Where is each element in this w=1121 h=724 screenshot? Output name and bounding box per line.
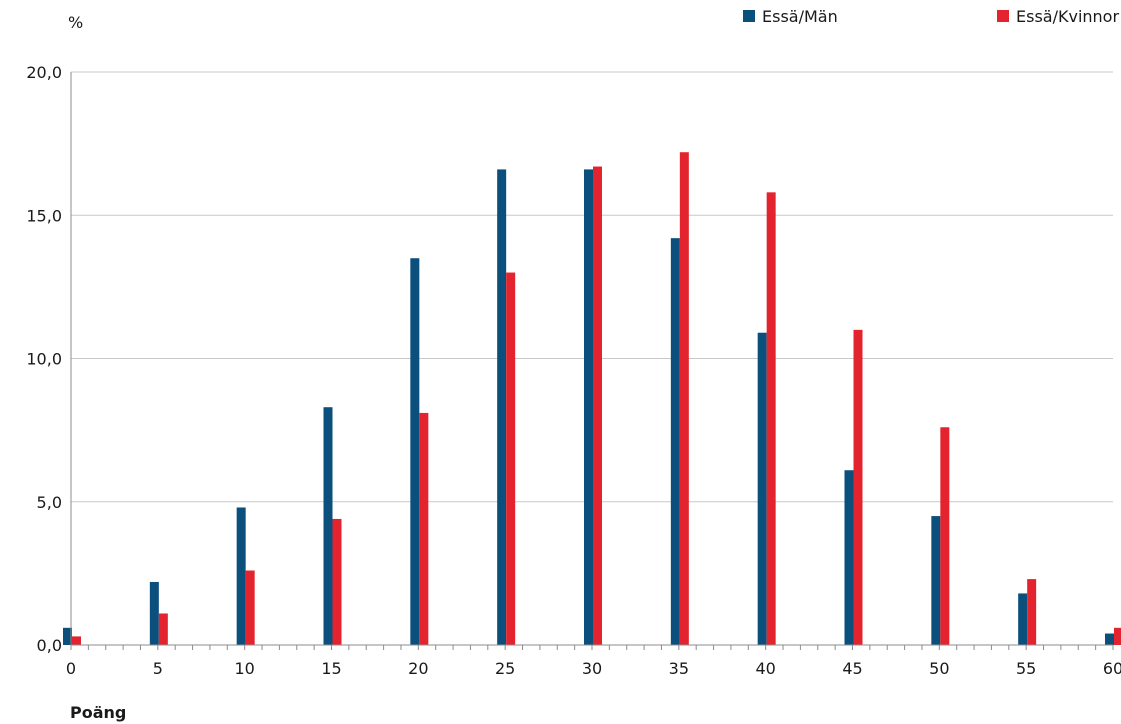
y-tick-label: 5,0 xyxy=(37,493,62,512)
x-tick-label: 55 xyxy=(1016,659,1036,678)
bar-women-0 xyxy=(72,636,81,645)
bar-women-30 xyxy=(593,166,602,646)
x-tick-label: 20 xyxy=(408,659,428,678)
bar-women-45 xyxy=(853,329,863,645)
y-tick-label: 20,0 xyxy=(26,63,62,82)
x-tick-label: 5 xyxy=(153,659,163,678)
bar-women-50 xyxy=(940,427,950,645)
bar-men-15 xyxy=(323,407,333,645)
bar-men-50 xyxy=(931,516,941,645)
y-tick-label: 0,0 xyxy=(37,636,62,655)
x-tick-label: 30 xyxy=(582,659,602,678)
x-tick-label: 50 xyxy=(929,659,949,678)
bar-women-55 xyxy=(1027,579,1037,645)
legend-swatch-women xyxy=(997,10,1009,22)
bar-men-25 xyxy=(497,169,507,645)
bar-men-60 xyxy=(1105,633,1114,645)
x-axis: 0 5 10 15 20 25 30 35 40 45 50 55 60 xyxy=(66,644,1121,678)
legend: Essä/Män Essä/Kvinnor xyxy=(743,7,1119,26)
legend-swatch-men xyxy=(743,10,755,22)
y-tick-label: 15,0 xyxy=(26,206,62,225)
y-axis: 0,0 5,0 10,0 15,0 20,0 xyxy=(26,63,72,655)
legend-label-women: Essä/Kvinnor xyxy=(1016,7,1119,26)
bar-women-40 xyxy=(766,192,776,645)
bar-men-55 xyxy=(1018,593,1028,645)
x-tick-label: 35 xyxy=(669,659,689,678)
bar-women-25 xyxy=(506,272,516,645)
bar-women-5 xyxy=(158,613,168,645)
bar-women-60 xyxy=(1114,627,1121,645)
bar-men-45 xyxy=(844,470,854,645)
y-axis-label: % xyxy=(68,13,83,32)
bar-men-35 xyxy=(670,238,680,646)
bar-men-20 xyxy=(410,258,420,645)
bar-men-0 xyxy=(63,627,72,645)
bar-women-10 xyxy=(245,570,255,645)
x-tick-label: 10 xyxy=(234,659,254,678)
x-axis-label: Poäng xyxy=(70,703,126,722)
bar-women-35 xyxy=(679,152,689,645)
bar-women-15 xyxy=(332,518,342,645)
x-tick-label: 45 xyxy=(842,659,862,678)
legend-label-men: Essä/Män xyxy=(762,7,838,26)
x-tick-label: 60 xyxy=(1103,659,1121,678)
bars xyxy=(63,152,1121,646)
bar-men-40 xyxy=(757,332,767,645)
x-tick-label: 15 xyxy=(321,659,341,678)
x-tick-label: 40 xyxy=(755,659,775,678)
bar-women-20 xyxy=(419,412,429,645)
bar-men-30 xyxy=(584,169,593,645)
x-tick-label: 0 xyxy=(66,659,76,678)
bar-men-10 xyxy=(236,507,246,645)
x-tick-label: 25 xyxy=(495,659,515,678)
bar-men-5 xyxy=(149,581,159,645)
y-tick-label: 10,0 xyxy=(26,350,62,369)
